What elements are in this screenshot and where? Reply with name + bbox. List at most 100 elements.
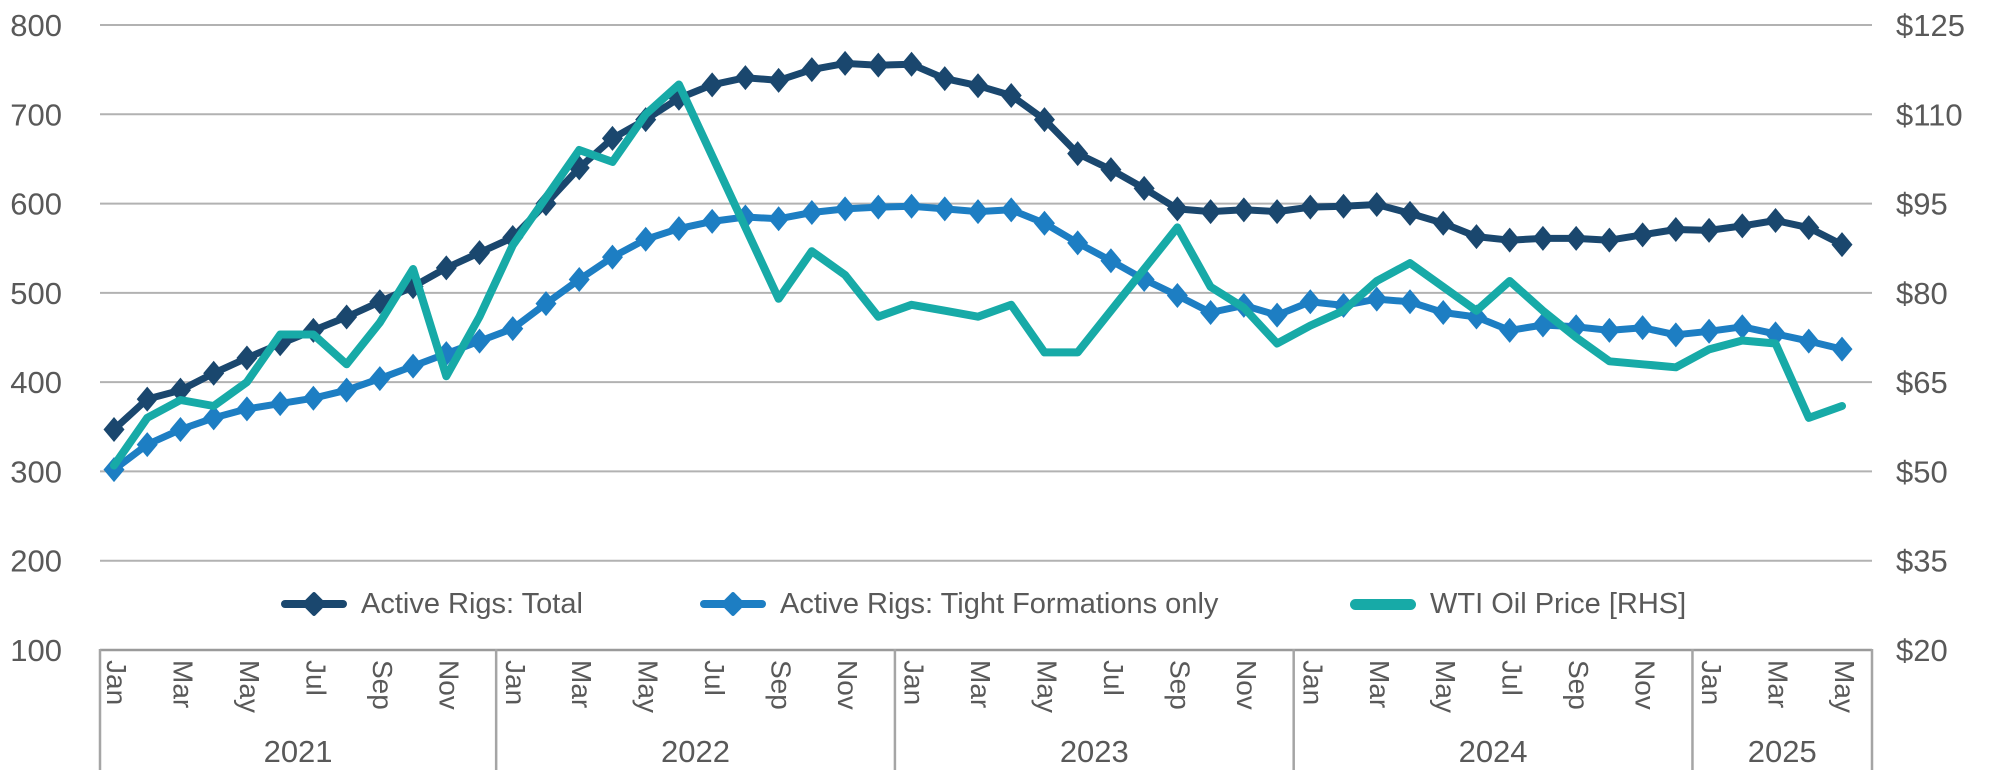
series-marker-diamond — [768, 67, 790, 93]
series-marker-diamond — [1399, 289, 1421, 315]
month-tick-label: Jan — [1696, 660, 1727, 705]
series-marker-diamond — [269, 391, 291, 417]
legend-marker-blue-diamond-line-icon — [700, 589, 766, 619]
series-marker-diamond — [601, 244, 623, 270]
series-marker-diamond — [934, 196, 956, 222]
series-marker-diamond — [236, 396, 258, 422]
series-marker-diamond — [934, 66, 956, 92]
legend-item-active-rigs-total: Active Rigs: Total — [281, 586, 583, 622]
series-marker-diamond — [502, 316, 524, 342]
month-tick-label: Sep — [1164, 660, 1195, 710]
month-tick-label: May — [1829, 660, 1860, 713]
series-marker-diamond — [1233, 197, 1255, 223]
legend-label: Active Rigs: Total — [361, 587, 583, 620]
series-marker-diamond — [1598, 317, 1620, 343]
legend-label: WTI Oil Price [RHS] — [1430, 587, 1687, 620]
series-marker-diamond — [203, 405, 225, 431]
series-marker-diamond — [1831, 336, 1853, 362]
legend-marker-teal-line-icon — [1350, 589, 1416, 619]
series-marker-diamond — [1333, 193, 1355, 219]
series-marker-diamond — [336, 304, 358, 330]
month-tick-label: Mar — [1763, 660, 1794, 708]
series-marker-diamond — [1166, 196, 1188, 222]
year-label: 2023 — [1060, 734, 1129, 769]
left-axis-tick-label: 300 — [10, 454, 62, 489]
series-marker-diamond — [768, 206, 790, 232]
series-marker-diamond — [801, 57, 823, 83]
left-axis-tick-label: 200 — [10, 544, 62, 579]
series-marker-diamond — [1499, 317, 1521, 343]
right-axis-tick-label: $110 — [1896, 97, 1963, 132]
series-marker-diamond — [1798, 215, 1820, 241]
left-axis-tick-label: 500 — [10, 276, 62, 311]
month-tick-label: Jan — [899, 660, 930, 705]
series-marker-diamond — [103, 416, 125, 442]
month-tick-label: Jul — [1098, 660, 1129, 696]
series-marker-diamond — [302, 385, 324, 411]
series-marker-diamond — [1798, 328, 1820, 354]
series-marker-diamond — [1200, 300, 1222, 325]
series-marker-diamond — [867, 52, 889, 78]
legend-marker-navy-diamond-line-icon — [281, 589, 347, 619]
left-axis-tick-label: 700 — [10, 97, 62, 132]
right-axis-tick-label: $50 — [1896, 454, 1948, 489]
month-tick-label: Nov — [832, 660, 863, 710]
series-marker-diamond — [1731, 213, 1753, 239]
month-tick-label: Sep — [766, 660, 797, 710]
series-marker-diamond — [469, 240, 491, 266]
year-label: 2025 — [1748, 734, 1817, 769]
series-marker-diamond — [535, 291, 557, 317]
month-tick-label: Mar — [167, 660, 198, 708]
series-marker-diamond — [734, 65, 756, 91]
series-marker-diamond — [1299, 289, 1321, 315]
series-line-wti-oil-price-rhs- — [110, 80, 1846, 470]
year-label: 2021 — [264, 734, 333, 769]
series-marker-diamond — [801, 200, 823, 225]
legend-item-wti-oil-price: WTI Oil Price [RHS] — [1350, 586, 1686, 622]
series-marker-diamond — [236, 345, 258, 371]
series-marker-diamond — [1299, 194, 1321, 220]
right-axis-tick-label: $95 — [1896, 187, 1948, 222]
series-marker-diamond — [1565, 225, 1587, 251]
series-marker-diamond — [435, 255, 457, 281]
series-marker-diamond — [1000, 197, 1022, 223]
series-marker-diamond — [1598, 227, 1620, 253]
series-marker-diamond — [668, 216, 690, 242]
right-axis-tick-label: $65 — [1896, 365, 1948, 400]
year-label: 2022 — [661, 734, 730, 769]
series-marker-diamond — [901, 51, 923, 77]
series-marker-diamond — [1399, 200, 1421, 226]
month-tick-label: Mar — [1364, 660, 1395, 708]
series-marker-diamond — [1100, 248, 1122, 274]
series-marker-diamond — [1465, 224, 1487, 250]
series-marker-diamond — [701, 72, 723, 98]
series-marker-diamond — [901, 193, 923, 219]
series-marker-diamond — [136, 386, 158, 412]
month-tick-label: Jan — [500, 660, 531, 705]
series-marker-diamond — [1731, 314, 1753, 340]
left-axis-tick-label: 800 — [10, 8, 62, 43]
right-axis-tick-label: $80 — [1896, 276, 1948, 311]
series-marker-diamond — [1166, 283, 1188, 309]
month-tick-label: Jul — [300, 660, 331, 696]
series-marker-diamond — [701, 208, 723, 234]
left-axis-tick-label: 600 — [10, 187, 62, 222]
series-marker-diamond — [1366, 286, 1388, 312]
month-tick-label: Nov — [433, 660, 464, 710]
month-tick-label: May — [633, 660, 664, 713]
series-marker-diamond — [169, 377, 191, 403]
series-marker-diamond — [1266, 302, 1288, 328]
month-tick-label: Sep — [1563, 660, 1594, 710]
series-marker-diamond — [867, 194, 889, 220]
month-tick-label: May — [1430, 660, 1461, 713]
month-tick-label: May — [1031, 660, 1062, 713]
series-marker-diamond — [1033, 107, 1055, 133]
right-axis-tick-label: $35 — [1896, 544, 1948, 579]
month-tick-label: Jan — [1297, 660, 1328, 705]
legend-item-active-rigs-tight: Active Rigs: Tight Formations only — [700, 586, 1218, 622]
series-marker-diamond — [1200, 199, 1222, 225]
month-tick-label: May — [234, 660, 265, 713]
left-axis-tick-label: 400 — [10, 365, 62, 400]
month-tick-label: Sep — [367, 660, 398, 710]
